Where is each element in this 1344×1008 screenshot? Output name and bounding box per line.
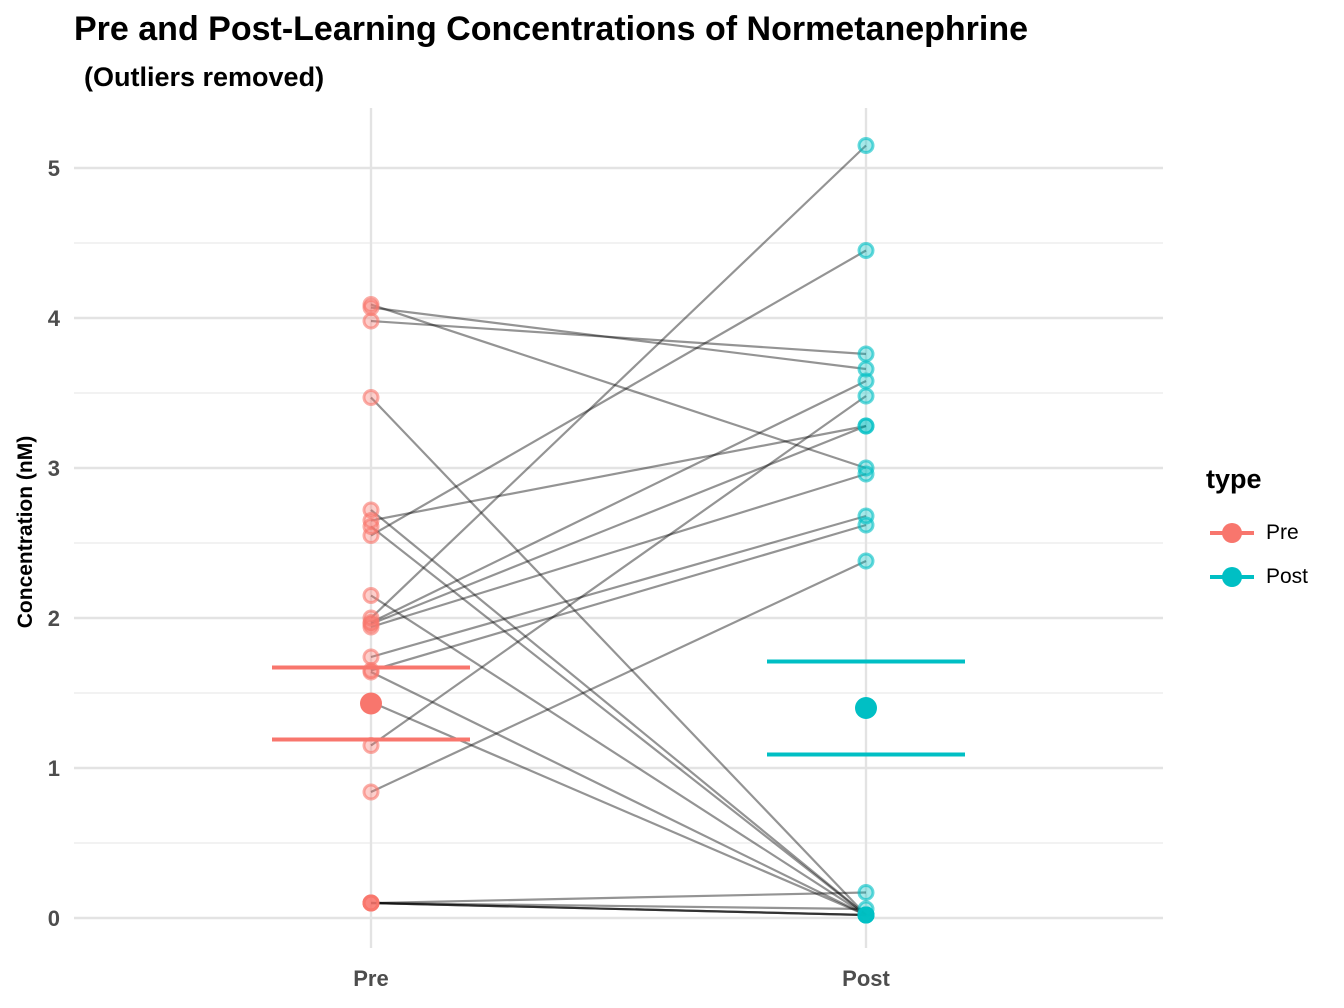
legend-title: type xyxy=(1206,464,1262,494)
legend-label-pre: Pre xyxy=(1266,521,1299,544)
pair-line xyxy=(370,525,867,916)
legend-item-post: Post xyxy=(1206,555,1308,599)
pre-point xyxy=(362,648,380,666)
pair-line xyxy=(370,671,867,916)
pair-line xyxy=(370,594,867,916)
pair-line xyxy=(370,891,867,905)
x-tick-label: Post xyxy=(842,966,890,991)
pre-point xyxy=(362,299,380,316)
y-tick-label: 0 xyxy=(48,906,60,931)
chart-subtitle: (Outliers removed) xyxy=(84,62,325,92)
axis-ticks: 0 1 2 3 4 5 Pre Post xyxy=(48,156,891,991)
pre-point xyxy=(362,527,380,544)
legend: type Pre Post xyxy=(1206,464,1308,599)
post-point xyxy=(857,417,875,435)
post-point xyxy=(857,242,875,259)
pre-point xyxy=(362,312,380,330)
post-point xyxy=(857,465,875,483)
pair-line xyxy=(370,700,867,917)
pair-line xyxy=(370,901,867,917)
post-point xyxy=(857,884,875,901)
pair-line xyxy=(370,509,867,916)
post-point xyxy=(857,137,875,154)
legend-key-pre xyxy=(1210,523,1254,543)
summary-marks xyxy=(272,659,965,757)
pair-line xyxy=(370,901,867,917)
pair-line xyxy=(370,901,867,911)
pair-line xyxy=(370,472,867,629)
y-tick-label: 3 xyxy=(48,456,60,481)
pre-point xyxy=(362,894,380,912)
pair-line xyxy=(370,560,867,793)
pair-line xyxy=(370,319,867,356)
pre-mean-point xyxy=(360,692,382,715)
pre-point xyxy=(362,783,380,801)
pair-line xyxy=(370,523,867,672)
pair-line xyxy=(370,306,867,371)
y-tick-label: 4 xyxy=(48,306,61,331)
post-point xyxy=(857,372,875,390)
legend-key-post xyxy=(1210,567,1254,587)
pair-lines xyxy=(370,144,867,917)
chart-title: Pre and Post-Learning Concentrations of … xyxy=(74,10,1029,48)
pre-point xyxy=(362,587,380,604)
pair-line xyxy=(370,901,867,917)
post-point xyxy=(857,387,875,405)
pair-line xyxy=(370,424,867,522)
y-tick-label: 1 xyxy=(48,756,60,781)
pair-line xyxy=(370,144,867,619)
pair-line xyxy=(370,249,867,537)
post-point xyxy=(857,552,875,570)
pair-line xyxy=(370,380,867,624)
pair-line xyxy=(370,514,867,659)
grid-lines xyxy=(74,108,1163,948)
y-tick-label: 2 xyxy=(48,606,60,631)
pair-line xyxy=(370,303,867,470)
pair-line xyxy=(370,396,867,916)
pre-point xyxy=(362,618,380,636)
pre-point xyxy=(362,389,380,406)
post-point xyxy=(857,345,875,363)
data-points xyxy=(362,137,875,924)
x-tick-label: Pre xyxy=(353,966,388,991)
post-point xyxy=(857,906,875,924)
post-mean-point xyxy=(855,697,877,719)
pair-line xyxy=(370,424,867,626)
pair-line xyxy=(370,395,867,747)
legend-label-post: Post xyxy=(1266,565,1309,588)
post-point xyxy=(857,516,875,534)
legend-item-pre: Pre xyxy=(1206,511,1299,555)
y-tick-label: 5 xyxy=(48,156,60,181)
